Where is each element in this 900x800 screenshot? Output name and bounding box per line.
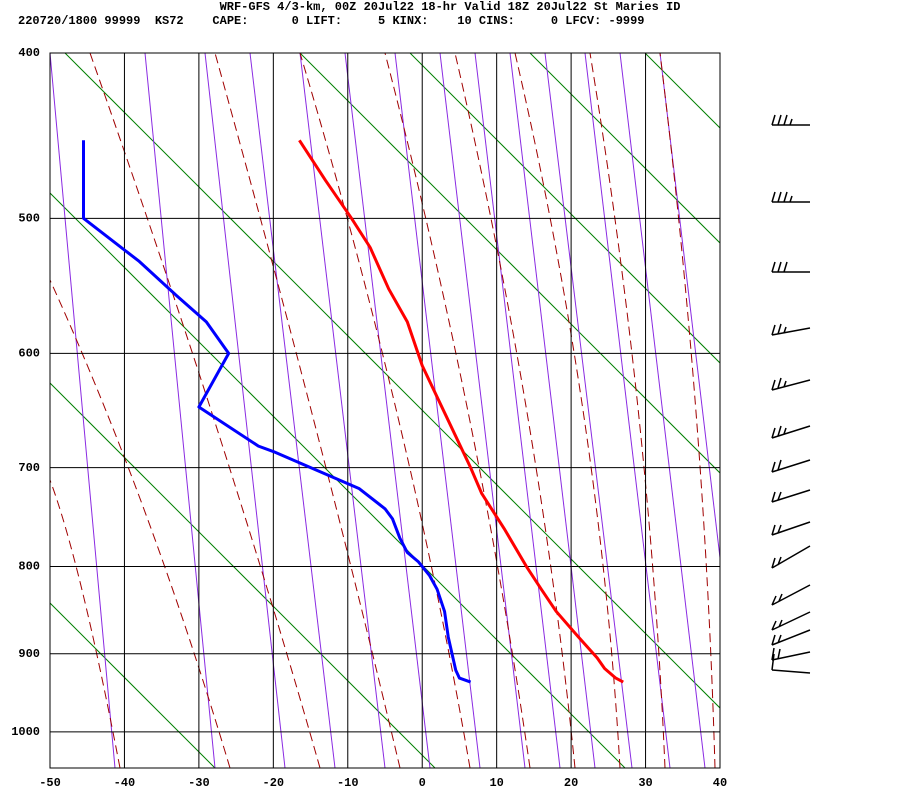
- y-tick-label: 900: [18, 647, 40, 661]
- grid: -50 -40 -30 -20 -10 0 10 20 30 40 400 500 600 700 800 9…: [11, 46, 727, 790]
- x-tick-label: 30: [638, 776, 652, 790]
- chart-subtitle: 220720/1800 99999 KS72 CAPE: 0 LIFT: 5 K…: [18, 14, 645, 28]
- x-tick-label: -20: [263, 776, 285, 790]
- y-tick-label: 800: [18, 560, 40, 574]
- profiles: [82, 139, 624, 684]
- chart-title: WRF-GFS 4/3-km, 00Z 20Jul22 18-hr Valid …: [220, 0, 681, 14]
- y-tick-label: 500: [18, 211, 40, 225]
- x-tick-label: 20: [564, 776, 578, 790]
- profile-line: [82, 140, 472, 684]
- background-lines: [50, 53, 720, 768]
- dry-adiabats: [50, 53, 720, 768]
- wind-barbs: [771, 114, 811, 674]
- x-tick-label: -40: [114, 776, 136, 790]
- x-tick-label: -50: [39, 776, 61, 790]
- x-tick-label: -30: [188, 776, 210, 790]
- moist-adiabats: [50, 53, 716, 768]
- profile-line: [298, 139, 624, 684]
- x-tick-label: -10: [337, 776, 359, 790]
- x-tick-label: 0: [419, 776, 426, 790]
- x-tick-label: 10: [489, 776, 503, 790]
- plot-frame: [49, 52, 721, 769]
- mixing-ratio-lines: [50, 53, 720, 768]
- y-tick-label: 400: [18, 46, 40, 60]
- y-tick-label: 1000: [11, 725, 40, 739]
- x-tick-label: 40: [713, 776, 727, 790]
- y-tick-label: 700: [18, 461, 40, 475]
- y-tick-label: 600: [18, 347, 40, 361]
